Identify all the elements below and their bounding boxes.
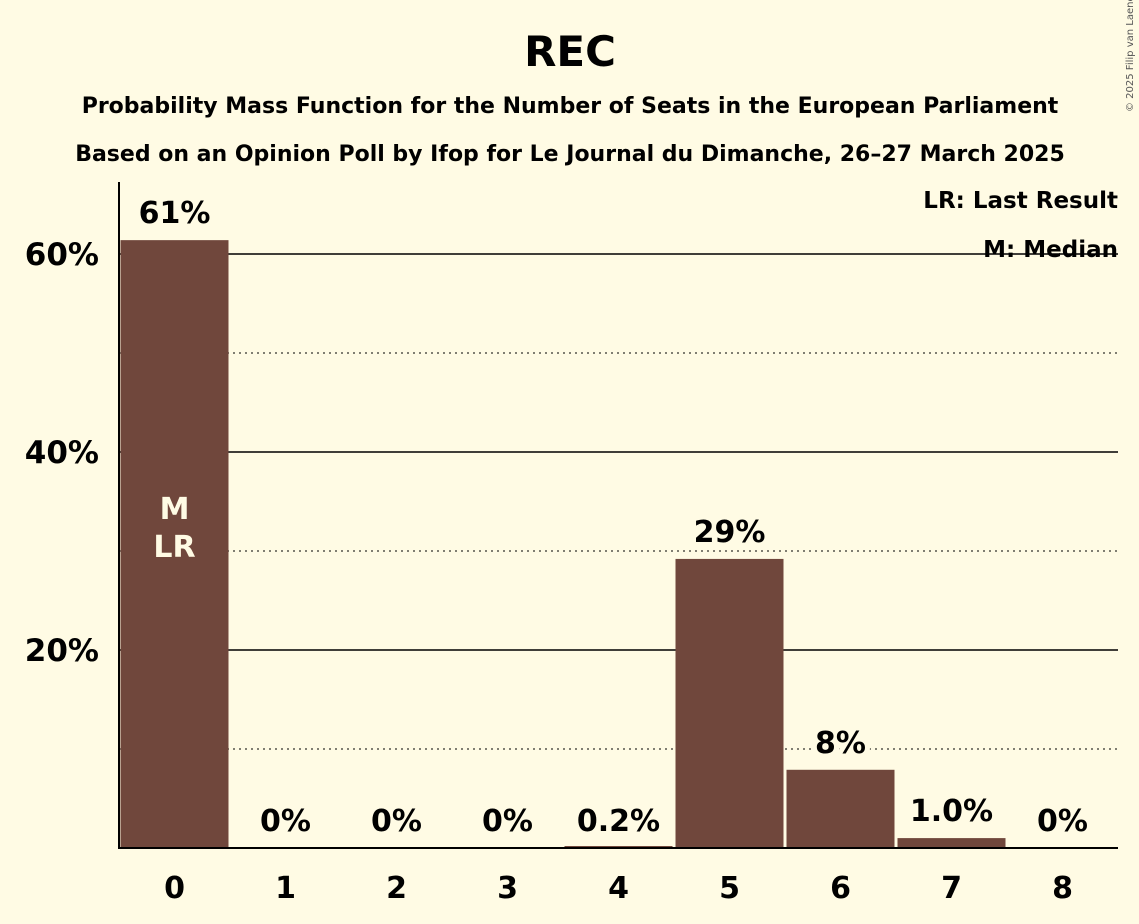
data-label-6: 8% (815, 726, 866, 761)
data-label-halo-0: 61% (139, 196, 211, 231)
in-bar-label-lr: LR (153, 530, 195, 565)
data-labels-group: 61%61%0% 0% 0% 0.2%29%29%8%8%1.0%1.0% 0%MLR (134, 191, 1088, 839)
data-label-3: 0% (482, 804, 533, 839)
y-tick-20: 20% (25, 633, 99, 669)
data-label-halo-6: 8% (815, 726, 866, 761)
chart-subtitle-1: Probability Mass Function for the Number… (82, 94, 1059, 119)
x-tick-2: 2 (386, 871, 407, 906)
x-tick-8: 8 (1052, 871, 1073, 906)
y-tick-labels: 20% 40% 60% (25, 237, 99, 669)
data-label-5: 29% (694, 515, 766, 550)
x-tick-3: 3 (497, 871, 518, 906)
x-tick-labels: 0 1 2 3 4 5 6 7 8 (164, 871, 1073, 906)
y-tick-40: 40% (25, 435, 99, 471)
legend-median: M: Median (983, 237, 1118, 263)
y-tick-60: 60% (25, 237, 99, 273)
x-tick-4: 4 (608, 871, 629, 906)
bar-0 (120, 240, 229, 848)
data-label-8: 0% (1037, 804, 1088, 839)
data-label-0: 61% (139, 196, 211, 231)
x-tick-7: 7 (941, 871, 962, 906)
bar-6 (786, 769, 895, 848)
bars-group (120, 240, 1006, 848)
x-tick-1: 1 (275, 871, 296, 906)
data-label-4: 0.2% (577, 804, 660, 839)
data-label-halo-7: 1.0% (910, 794, 993, 829)
chart-title: REC (524, 27, 616, 76)
x-tick-5: 5 (719, 871, 740, 906)
data-label-2: 0% (371, 804, 422, 839)
legend-last-result: LR: Last Result (923, 188, 1118, 214)
grid-lines (119, 253, 1118, 750)
bar-5 (675, 558, 784, 848)
x-tick-0: 0 (164, 871, 185, 906)
bar-7 (897, 838, 1006, 848)
data-label-1: 0% (260, 804, 311, 839)
data-label-7: 1.0% (910, 794, 993, 829)
in-bar-label-m: M (160, 492, 190, 527)
copyright-note: © 2025 Filip van Laenen (1125, 0, 1136, 112)
data-label-halo-5: 29% (694, 515, 766, 550)
x-tick-6: 6 (830, 871, 851, 906)
chart-subtitle-2: Based on an Opinion Poll by Ifop for Le … (75, 142, 1065, 167)
